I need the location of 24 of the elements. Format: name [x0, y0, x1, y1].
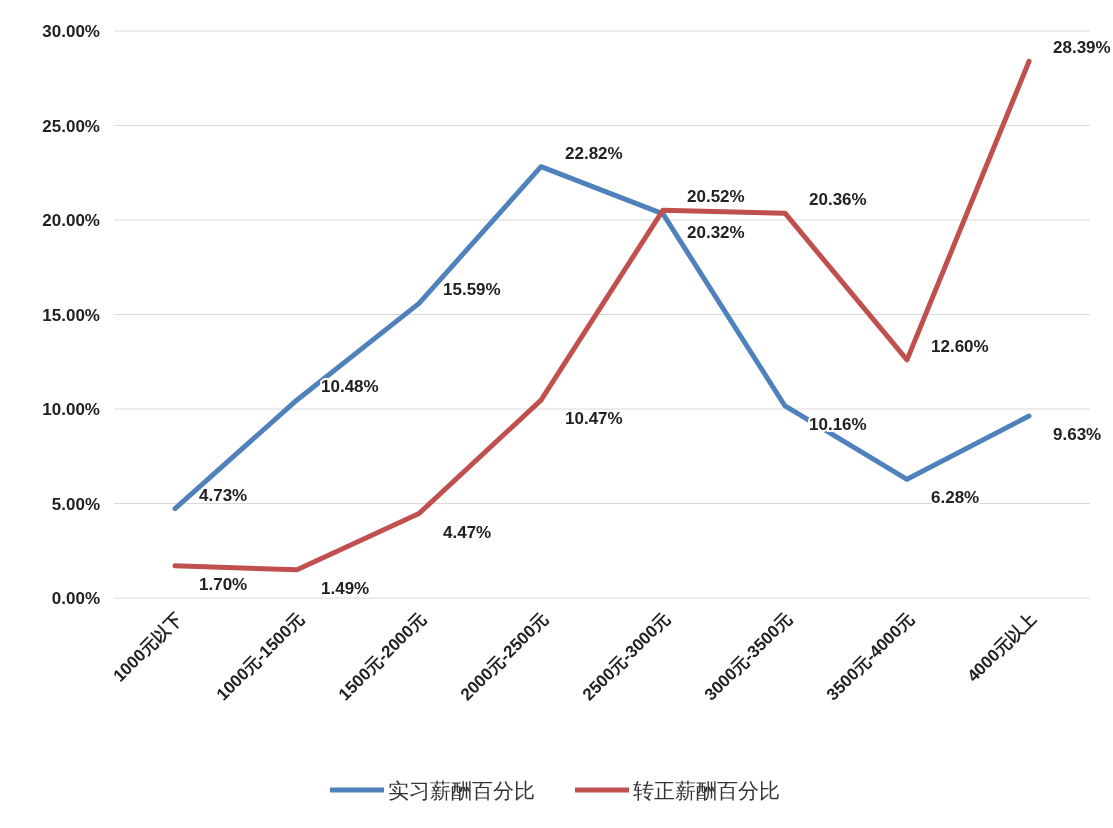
data-label: 6.28%: [931, 488, 980, 508]
data-label: 12.60%: [931, 336, 989, 356]
data-label: 20.32%: [687, 222, 745, 242]
y-tick-label: 25.00%: [42, 116, 100, 136]
data-label: 28.39%: [1053, 38, 1111, 58]
data-label: 10.48%: [321, 376, 379, 396]
data-label: 20.52%: [687, 187, 745, 207]
data-label: 9.63%: [1053, 424, 1102, 444]
data-label: 22.82%: [565, 143, 623, 163]
data-label: 1.70%: [199, 574, 248, 594]
y-tick-label: 30.00%: [42, 22, 100, 41]
data-label: 4.47%: [443, 522, 492, 542]
data-label: 1.49%: [321, 578, 370, 598]
data-label: 20.36%: [809, 190, 867, 210]
legend-label: 实习薪酬百分比: [388, 779, 535, 802]
legend-label: 转正薪酬百分比: [633, 779, 780, 802]
y-tick-label: 15.00%: [42, 305, 100, 325]
data-label: 15.59%: [443, 280, 501, 300]
y-tick-label: 0.00%: [51, 589, 100, 608]
y-tick-label: 10.00%: [42, 400, 100, 419]
data-label: 10.47%: [565, 409, 623, 429]
y-tick-label: 20.00%: [42, 211, 100, 230]
y-tick-label: 5.00%: [51, 494, 100, 514]
data-label: 4.73%: [199, 485, 248, 505]
